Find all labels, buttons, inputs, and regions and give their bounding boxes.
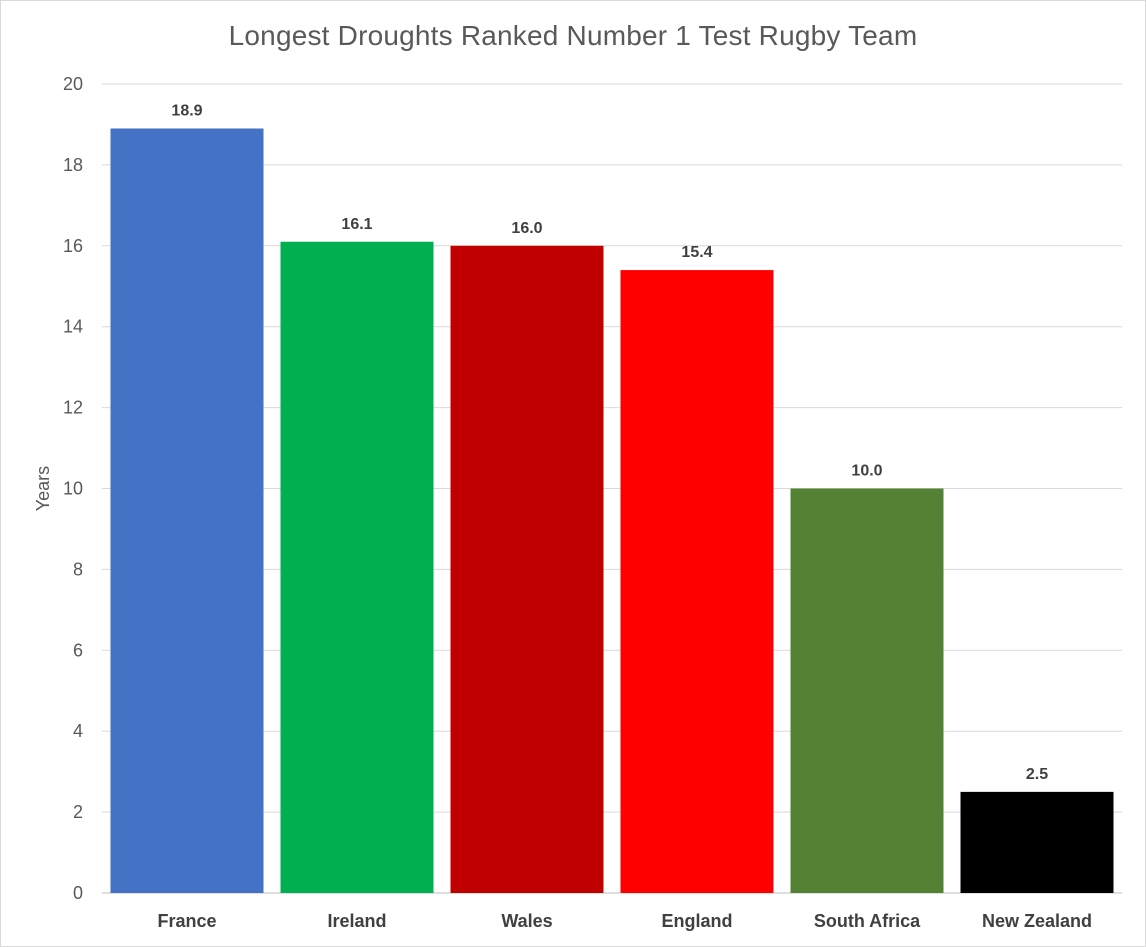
chart-title: Longest Droughts Ranked Number 1 Test Ru… [228, 20, 918, 51]
bar [110, 128, 264, 893]
y-tick-label: 12 [63, 398, 83, 418]
x-tick-label: New Zealand [982, 911, 1092, 931]
data-label: 15.4 [681, 244, 712, 261]
y-tick-label: 20 [63, 74, 83, 94]
y-tick-label: 4 [73, 721, 83, 741]
y-tick-label: 10 [63, 479, 83, 499]
y-tick-label: 2 [73, 802, 83, 822]
x-tick-label: Ireland [327, 911, 386, 931]
bar [790, 488, 944, 893]
y-tick-label: 6 [73, 640, 83, 660]
data-label: 16.1 [341, 216, 372, 233]
x-tick-label: South Africa [814, 911, 921, 931]
bar [450, 245, 604, 894]
y-tick-label: 8 [73, 559, 83, 579]
data-label: 18.9 [171, 102, 202, 119]
data-label: 2.5 [1026, 766, 1048, 783]
x-tick-label: England [662, 911, 733, 931]
x-tick-label: Wales [501, 911, 552, 931]
bar [620, 270, 774, 893]
y-tick-label: 18 [63, 155, 83, 175]
y-tick-label: 14 [63, 317, 83, 337]
y-tick-label: 0 [73, 883, 83, 903]
y-axis-title: Years [33, 466, 53, 511]
labels: 0 2 4 6 8 10 12 14 16 18 20 18.9 France 16.1 Ireland 16… [63, 74, 1092, 931]
x-tick-label: France [157, 911, 216, 931]
data-label: 10.0 [851, 463, 882, 480]
data-label: 16.0 [511, 220, 542, 237]
bar [280, 241, 434, 893]
bar [960, 791, 1114, 893]
y-tick-label: 16 [63, 236, 83, 256]
bars [110, 128, 1114, 894]
gridlines [102, 83, 1122, 894]
